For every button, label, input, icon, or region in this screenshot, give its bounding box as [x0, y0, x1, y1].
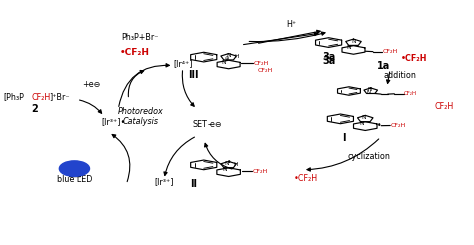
- Text: N: N: [346, 45, 351, 50]
- Text: Ph₃P+Br⁻: Ph₃P+Br⁻: [122, 33, 159, 42]
- Circle shape: [59, 161, 90, 176]
- Text: N: N: [223, 167, 227, 172]
- Text: N: N: [225, 161, 229, 166]
- Text: N: N: [367, 87, 372, 92]
- Text: SET: SET: [193, 121, 208, 129]
- Text: [Ir³⁺]: [Ir³⁺]: [154, 177, 173, 186]
- Text: CF₂H: CF₂H: [254, 61, 269, 66]
- Text: 2: 2: [31, 104, 38, 114]
- Text: •CF₂H: •CF₂H: [401, 54, 427, 63]
- Text: ⊕: ⊕: [224, 56, 228, 61]
- Text: 3a: 3a: [322, 52, 336, 62]
- Text: N: N: [362, 115, 366, 120]
- Text: addition: addition: [383, 71, 416, 80]
- Text: [Ph₃P: [Ph₃P: [4, 93, 25, 102]
- Text: H: H: [234, 54, 238, 59]
- Text: +e⊖: +e⊖: [82, 80, 100, 89]
- Text: I: I: [342, 133, 345, 143]
- Text: •: •: [377, 121, 381, 130]
- Text: [Ir⁴⁺]: [Ir⁴⁺]: [173, 59, 192, 68]
- Text: •CF₂H: •CF₂H: [293, 174, 318, 183]
- Text: Catalysis: Catalysis: [122, 117, 158, 126]
- Text: CF₂H: CF₂H: [258, 68, 273, 73]
- Text: N: N: [227, 53, 231, 58]
- Text: CF₂H: CF₂H: [383, 49, 398, 54]
- Text: ]⁺Br⁻: ]⁺Br⁻: [49, 93, 70, 102]
- Text: CF₂H: CF₂H: [31, 93, 50, 102]
- Text: Photoredox: Photoredox: [118, 107, 163, 116]
- Text: -e⊖: -e⊖: [207, 121, 222, 129]
- Text: •CF₂H: •CF₂H: [119, 48, 149, 57]
- Text: cyclization: cyclization: [347, 152, 391, 161]
- Text: blue LED: blue LED: [57, 175, 92, 184]
- Text: CF₂H: CF₂H: [435, 102, 454, 111]
- Text: CF₂H: CF₂H: [253, 169, 268, 174]
- Text: [Ir³⁺]•: [Ir³⁺]•: [101, 117, 126, 126]
- Text: II: II: [190, 179, 197, 189]
- Text: •: •: [227, 158, 232, 167]
- Text: N: N: [359, 121, 364, 126]
- Text: H: H: [233, 162, 237, 167]
- Text: CF₂H: CF₂H: [391, 123, 406, 128]
- Text: 3a: 3a: [322, 56, 336, 66]
- Text: N: N: [222, 60, 227, 65]
- Text: III: III: [188, 70, 199, 80]
- Text: 1a: 1a: [376, 61, 390, 71]
- Text: N: N: [367, 90, 371, 95]
- Text: N: N: [351, 39, 356, 44]
- Text: CF₂H: CF₂H: [404, 91, 417, 96]
- Text: H⁺: H⁺: [286, 20, 296, 29]
